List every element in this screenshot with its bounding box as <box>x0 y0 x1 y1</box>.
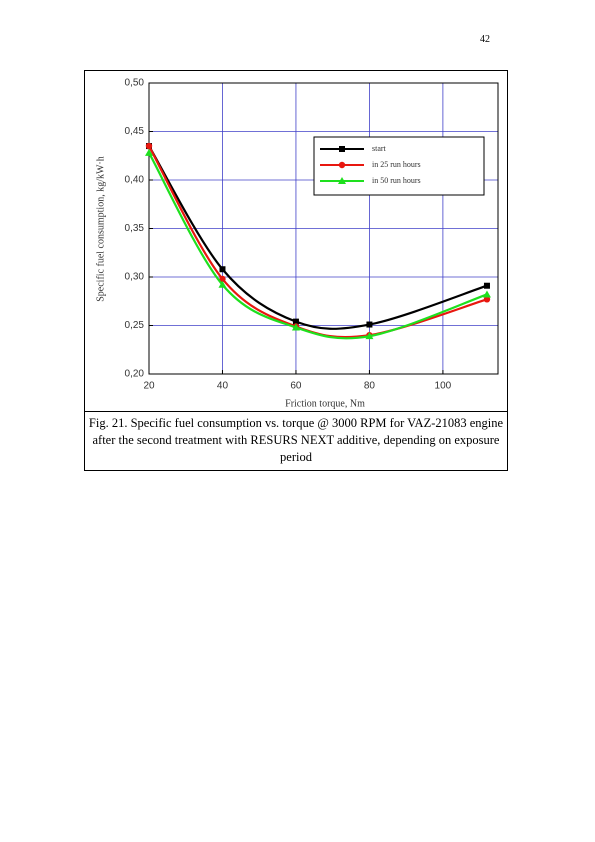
y-tick-label: 0,40 <box>125 175 145 186</box>
y-axis-title: Specific fuel consumption, kg/kW·h <box>95 156 106 302</box>
legend-label: start <box>372 144 387 153</box>
marker <box>145 148 153 156</box>
marker <box>292 318 299 325</box>
y-tick-label: 0,30 <box>125 272 145 283</box>
x-tick-label: 20 <box>143 381 155 392</box>
y-tick-label: 0,45 <box>125 126 145 137</box>
page-number: 42 <box>480 34 490 45</box>
legend-label: in 25 run hours <box>372 160 421 169</box>
marker <box>366 321 373 328</box>
marker <box>483 282 490 289</box>
legend: start in 25 run hours in 50 run hours <box>313 136 485 196</box>
x-tick-label: 40 <box>217 381 229 392</box>
x-axis-title: Friction torque, Nm <box>285 398 365 409</box>
x-tick-label: 100 <box>435 381 452 392</box>
marker <box>219 266 226 273</box>
marker <box>145 142 153 150</box>
x-tick-label: 60 <box>290 381 302 392</box>
marker <box>219 275 226 283</box>
marker <box>338 161 346 169</box>
figure-caption: Fig. 21. Specific fuel consumption vs. t… <box>85 411 507 470</box>
figure-box: Friction torque, Nm Specific fuel consum… <box>84 70 508 471</box>
y-tick-label: 0,50 <box>125 78 145 89</box>
marker <box>218 280 227 288</box>
plot-frame <box>148 82 499 375</box>
y-tick-label: 0,25 <box>125 320 145 331</box>
marker <box>365 332 374 340</box>
marker <box>291 323 300 331</box>
marker <box>483 296 491 303</box>
chart: Friction torque, Nm Specific fuel consum… <box>95 78 499 409</box>
y-tick-label: 0,20 <box>125 369 145 380</box>
y-tick-label: 0,35 <box>125 223 145 234</box>
marker <box>482 290 491 298</box>
legend-label: in 50 run hours <box>372 176 421 185</box>
marker <box>338 177 346 184</box>
x-tick-label: 80 <box>364 381 376 392</box>
marker <box>339 146 345 152</box>
